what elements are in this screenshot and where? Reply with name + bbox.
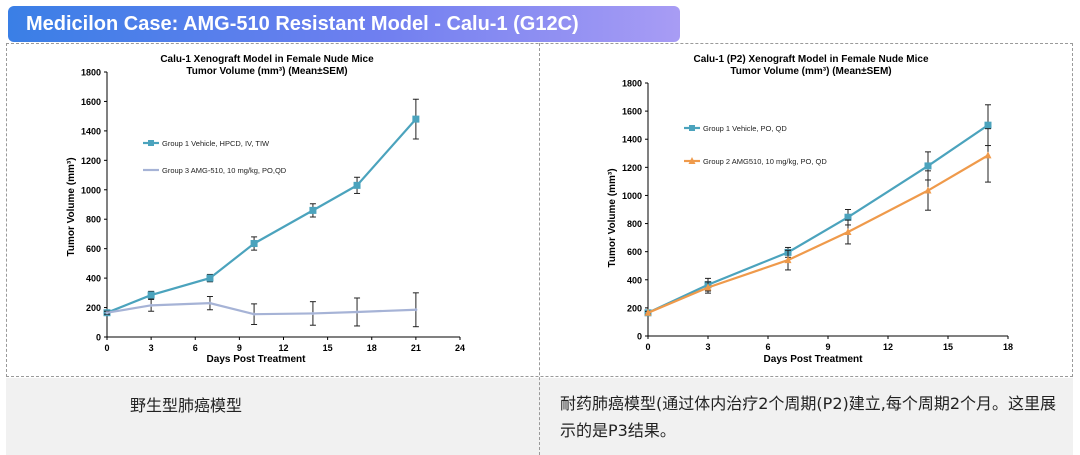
data-point <box>844 227 852 235</box>
data-point <box>924 162 932 170</box>
data-point <box>704 283 712 291</box>
x-tick-label: 6 <box>193 343 198 353</box>
chart-left: Calu-1 Xenograft Model in Female Nude Mi… <box>66 54 465 365</box>
caption-right: 耐药肺癌模型(通过体内治疗2个周期(P2)建立,每个周期2个月。这里展示的是P3… <box>560 394 1057 440</box>
x-tick-label: 12 <box>883 342 893 352</box>
x-tick-label: 18 <box>1003 342 1013 352</box>
y-tick-label: 600 <box>627 247 642 257</box>
banner-title: Medicilon Case: AMG-510 Resistant Model … <box>8 6 680 42</box>
chart-subtitle: Tumor Volume (mm³) (Mean±SEM) <box>186 66 347 77</box>
x-tick-label: 9 <box>825 342 830 352</box>
y-axis-label: Tumor Volume (mm³) <box>607 168 618 267</box>
y-tick-label: 400 <box>86 274 101 284</box>
legend-label: Group 1 Vehicle, PO, QD <box>703 124 787 133</box>
data-point <box>784 256 792 264</box>
series-line <box>647 124 989 314</box>
chart-subtitle: Tumor Volume (mm³) (Mean±SEM) <box>730 66 891 77</box>
data-point <box>309 206 317 214</box>
caption-left: 野生型肺癌模型 <box>130 396 243 415</box>
x-tick-label: 15 <box>943 342 953 352</box>
y-tick-label: 800 <box>627 219 642 229</box>
y-tick-label: 1000 <box>81 185 101 195</box>
y-tick-label: 1600 <box>81 97 101 107</box>
x-tick-label: 3 <box>705 342 710 352</box>
data-point <box>412 115 420 123</box>
y-tick-label: 200 <box>627 303 642 313</box>
y-tick-label: 800 <box>86 215 101 225</box>
y-tick-label: 1200 <box>622 163 642 173</box>
series-line <box>106 302 416 316</box>
y-tick-label: 1800 <box>81 68 101 78</box>
legend-label: Group 3 AMG-510, 10 mg/kg, PO,QD <box>162 166 287 175</box>
data-point <box>644 308 652 316</box>
data-point <box>924 186 932 194</box>
y-tick-label: 0 <box>96 333 101 343</box>
data-point <box>984 121 992 129</box>
y-tick-label: 400 <box>627 275 642 285</box>
data-point <box>208 301 212 305</box>
x-axis-label: Days Post Treatment <box>764 354 864 365</box>
data-point <box>105 311 109 315</box>
y-tick-label: 1400 <box>81 126 101 136</box>
panel-divider <box>539 43 540 455</box>
y-tick-label: 1400 <box>622 135 642 145</box>
chart-title: Calu-1 Xenograft Model in Female Nude Mi… <box>160 54 374 65</box>
y-tick-label: 200 <box>86 303 101 313</box>
series-line <box>647 154 989 314</box>
y-tick-label: 600 <box>86 244 101 254</box>
y-axis-label: Tumor Volume (mm³) <box>66 157 77 256</box>
data-point <box>355 310 359 314</box>
y-tick-label: 1600 <box>622 107 642 117</box>
legend-label: Group 2 AMG510, 10 mg/kg, PO, QD <box>703 157 827 166</box>
data-point <box>984 151 992 159</box>
x-axis-label: Days Post Treatment <box>207 354 307 365</box>
data-point <box>149 303 153 307</box>
data-point <box>250 240 258 248</box>
x-tick-label: 9 <box>237 343 242 353</box>
y-tick-label: 1800 <box>622 79 642 89</box>
x-tick-label: 3 <box>149 343 154 353</box>
legend-marker <box>148 140 154 146</box>
data-point <box>252 312 256 316</box>
y-tick-label: 0 <box>637 332 642 342</box>
legend-label: Group 1 Vehicle, HPCD, IV, TIW <box>162 139 270 148</box>
legend-marker <box>688 157 696 164</box>
x-tick-label: 24 <box>455 343 465 353</box>
data-point <box>311 311 315 315</box>
data-point <box>353 181 361 189</box>
x-tick-label: 12 <box>278 343 288 353</box>
data-point <box>844 213 852 221</box>
chart-right: Calu-1 (P2) Xenograft Model in Female Nu… <box>607 54 1013 365</box>
y-tick-label: 1000 <box>622 191 642 201</box>
data-point <box>414 308 418 312</box>
series-line <box>106 118 417 314</box>
data-point <box>206 274 214 282</box>
legend-marker <box>689 125 695 131</box>
x-tick-label: 15 <box>323 343 333 353</box>
x-tick-label: 0 <box>104 343 109 353</box>
chart-title: Calu-1 (P2) Xenograft Model in Female Nu… <box>693 54 928 65</box>
y-tick-label: 1200 <box>81 156 101 166</box>
x-tick-label: 6 <box>765 342 770 352</box>
x-tick-label: 21 <box>411 343 421 353</box>
data-point <box>147 291 155 299</box>
x-tick-label: 18 <box>367 343 377 353</box>
x-tick-label: 0 <box>645 342 650 352</box>
